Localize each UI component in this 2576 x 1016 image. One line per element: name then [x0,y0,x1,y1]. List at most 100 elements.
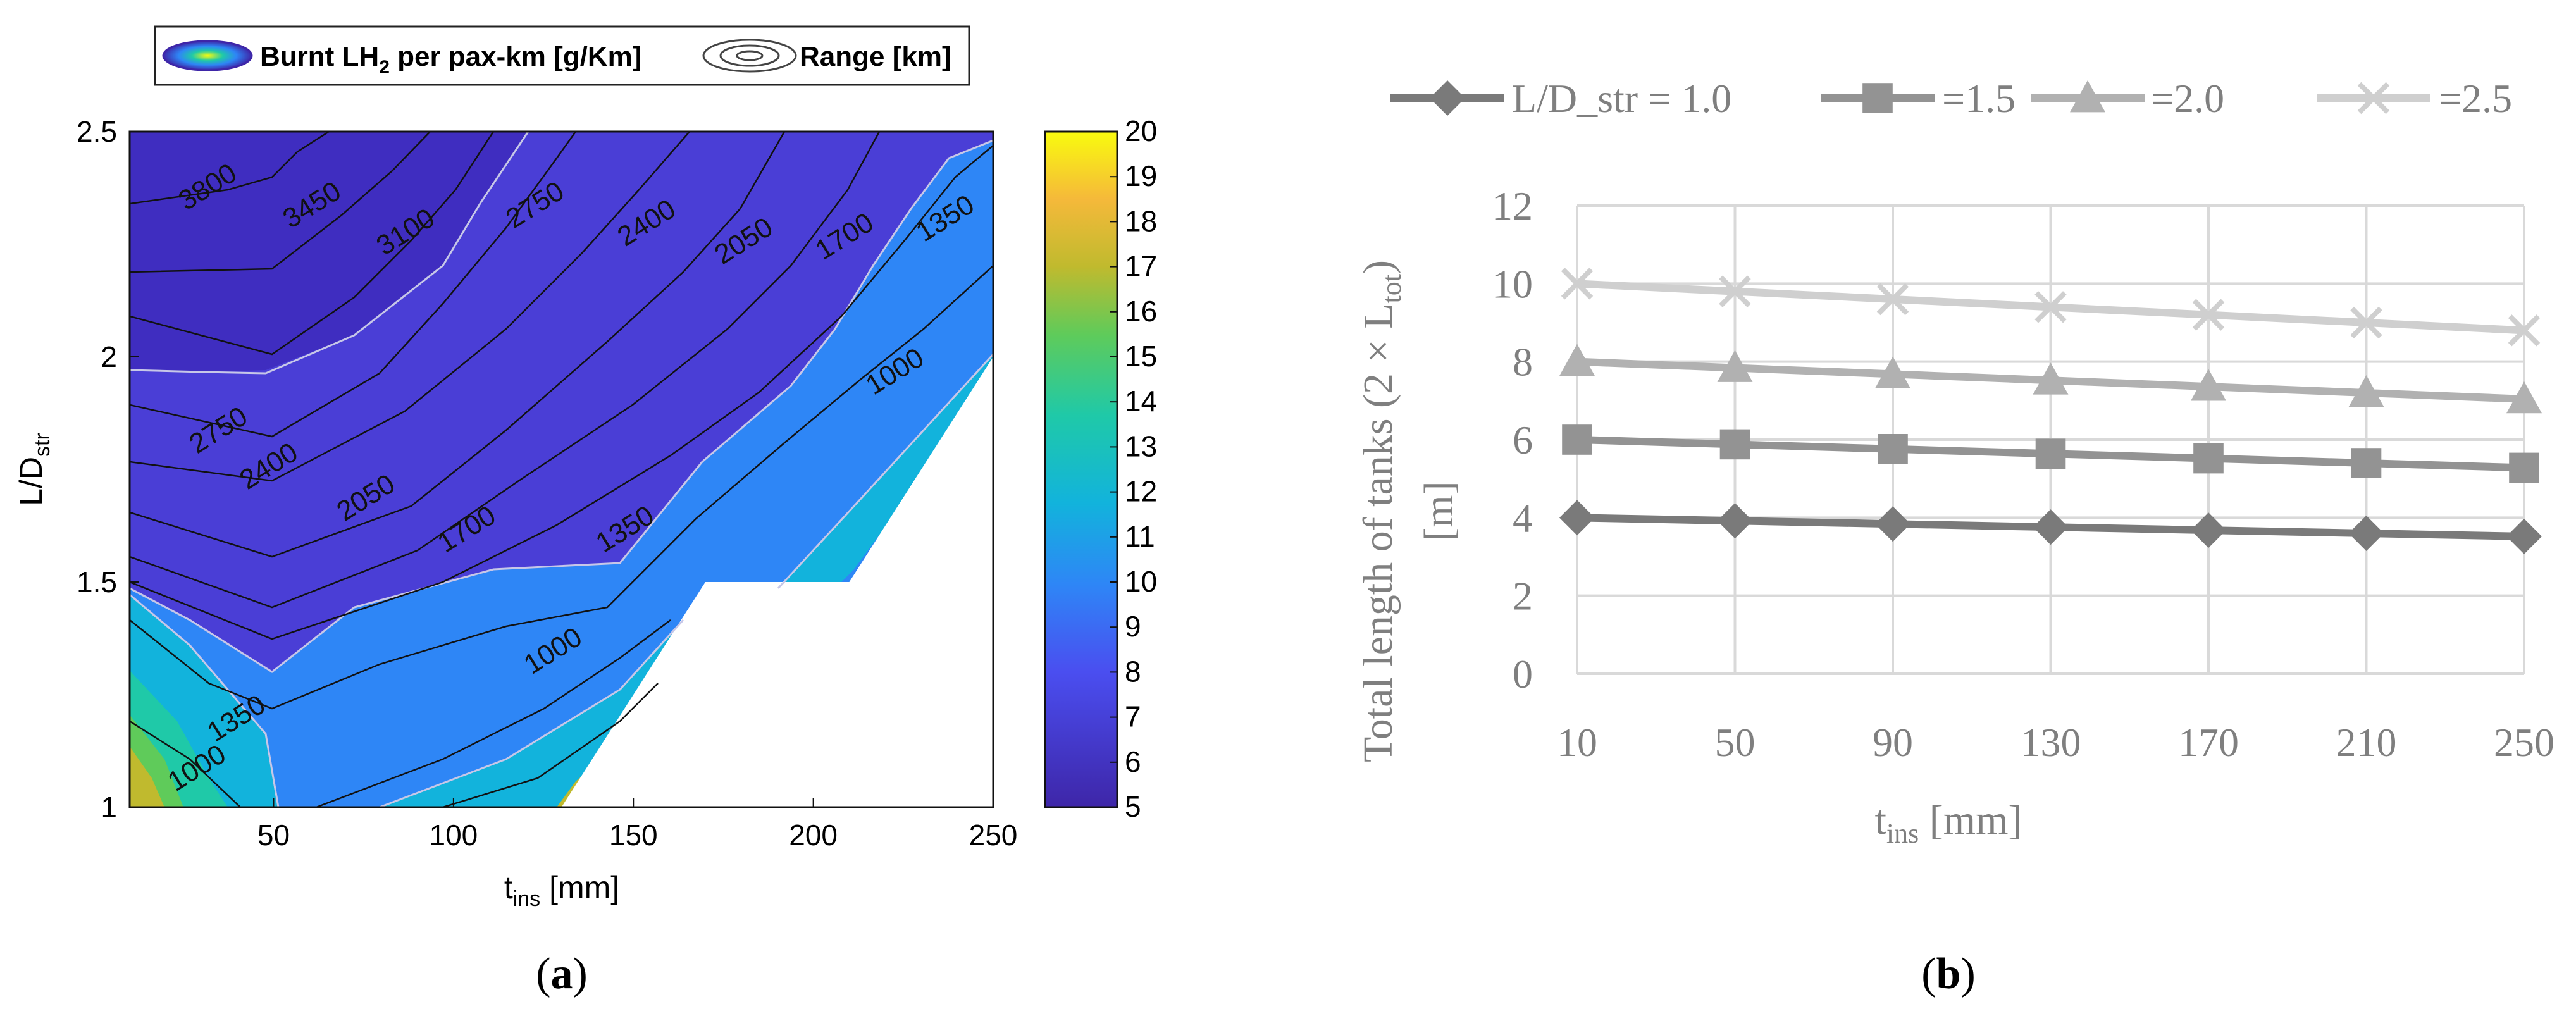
colorbar-tick-label: 9 [1125,610,1141,643]
square-marker [2035,438,2066,469]
y-axis-label-a: L/Dstr [13,433,54,506]
x-marker [2357,82,2390,115]
x-tick-label-b: 90 [1873,720,1913,765]
panel-label-a: (a) [536,950,588,998]
series-b [1559,268,2542,554]
x-axis-label-a: tins [mm] [504,870,619,911]
x-tick-label-b: 250 [2494,720,2554,765]
legend-b: L/D_str = 1.0 =1.5 =2.0 =2.5 [1390,76,2512,121]
y-tick-label-b: 10 [1492,261,1533,306]
contour-plot-area: 3800 3450 3100 2750 2400 2050 1700 135027502400… [130,132,993,807]
colorbar-tick-label: 20 [1125,115,1157,147]
colorbar-tick-label: 19 [1125,159,1157,192]
x-tick-label-b: 10 [1557,720,1597,765]
square-marker [1562,424,1592,455]
square-marker [2193,443,2224,474]
y-axis-label-b: Total length of tanks (2 × Ltot) [m] [1355,260,1462,762]
colorbar-tick-label: 12 [1125,475,1157,508]
diamond-marker [2033,509,2069,545]
range-contour-lines [130,132,993,807]
y-axis-label-b-line2: [m] [1416,481,1462,541]
y-tick-label-a: 2.5 [77,115,117,148]
diamond-marker [2506,518,2542,554]
infeasible-region [561,357,993,807]
colorbar-ticks: 5 6 7 8 9 10 11 12 13 14 15 16 17 18 19 20 [1110,115,1157,823]
diamond-marker [1559,500,1595,536]
panel-b: L/D_str = 1.0 =1.5 =2.0 =2.5 0 2 4 6 8 10 12 10 50… [1355,76,2554,998]
contour-band-5 [130,132,528,372]
y-tick-label-b: 0 [1513,652,1533,697]
colorbar-tick-label: 18 [1125,204,1157,237]
colorbar-tick-label: 5 [1125,790,1141,823]
colorbar-tick-label: 6 [1125,745,1141,778]
legend-lines-label: Range [km] [800,41,951,72]
x-marker [1876,283,1909,316]
triangle-marker [2191,369,2226,401]
x-tick-label-b: 50 [1715,720,1756,765]
series-2 [1562,424,2539,483]
legend-a: Burnt LH2 per pax-km [g/Km] Range [km] [154,25,970,86]
x-axis-a: 50 100 150 200 250 [257,798,1017,852]
colorbar-tick-label: 7 [1125,700,1141,733]
legend-b-label: =2.0 [2151,76,2224,121]
y-tick-label-a: 1.5 [77,566,117,598]
colorbar-tick-label: 14 [1125,385,1157,418]
legend-a-box [154,25,970,86]
x-axis-b: 10 50 90 130 170 210 250 [1557,720,2554,765]
panel-label-b: (b) [1921,950,1976,998]
square-marker [1862,83,1893,113]
square-marker [1878,434,1908,464]
colorbar-tick-label: 15 [1125,340,1157,373]
triangle-marker [2348,375,2384,407]
panel-a: Burnt LH2 per pax-km [g/Km] Range [km] [13,25,1157,998]
x-marker [1719,275,1751,307]
y-tick-label-a: 2 [101,340,117,373]
legend-b-item-1: L/D_str = 1.0 [1390,76,1731,121]
legend-b-label: =2.5 [2439,76,2512,121]
x-axis-label-b: tins [mm] [1875,797,2022,849]
colorbar-gradient [1044,130,1118,808]
diamond-marker [1430,80,1465,116]
triangle-marker [1559,344,1595,376]
colorbar-tick-label: 11 [1125,520,1155,553]
triangle-marker [2070,80,2105,113]
y-tick-label-b: 4 [1513,495,1533,540]
legend-b-item-2: =1.5 [1821,76,2016,121]
x-marker [2508,314,2541,347]
contour-band-17 [130,747,164,807]
contour-lines-legend-icon [702,39,797,73]
colorbar-tick-label: 8 [1125,655,1141,688]
series-4 [1561,268,2541,347]
x-tick-label-a: 150 [609,819,658,852]
colorbar-tick-label: 17 [1125,250,1157,283]
diamond-marker [2191,512,2226,548]
y-axis-b: 0 2 4 6 8 10 12 [1492,183,1533,697]
legend-b-label: =1.5 [1942,76,2016,121]
legend-filled-label: Burnt LH2 per pax-km [g/Km] [260,41,641,78]
x-tick-label-a: 50 [257,819,290,852]
x-tick-label-b: 210 [2336,720,2397,765]
y-tick-label-a: 1 [101,791,117,824]
triangle-marker [1875,356,1910,388]
x-marker [2192,299,2225,331]
legend-b-item-3: =2.0 [2031,76,2224,121]
triangle-marker [1717,350,1753,382]
x-marker [2350,306,2382,339]
y-tick-label-b: 8 [1513,340,1533,385]
x-tick-label-b: 130 [2021,720,2081,765]
colorbar: 5 6 7 8 9 10 11 12 13 14 15 16 17 18 19 20 [1044,115,1157,823]
diamond-marker [2348,516,2384,551]
square-marker [2509,452,2539,483]
square-marker [2351,448,2382,478]
diamond-marker [1717,503,1753,539]
y-tick-label-b: 6 [1513,418,1533,462]
x-tick-label-b: 170 [2178,720,2239,765]
series-1 [1559,500,2542,554]
square-marker [1719,429,1750,460]
x-tick-label-a: 250 [969,819,1018,852]
x-tick-label-a: 100 [430,819,478,852]
y-axis-a: 1 1.5 2 2.5 [77,115,139,824]
colorbar-tick-label: 13 [1125,430,1157,462]
y-tick-label-b: 12 [1492,183,1533,228]
